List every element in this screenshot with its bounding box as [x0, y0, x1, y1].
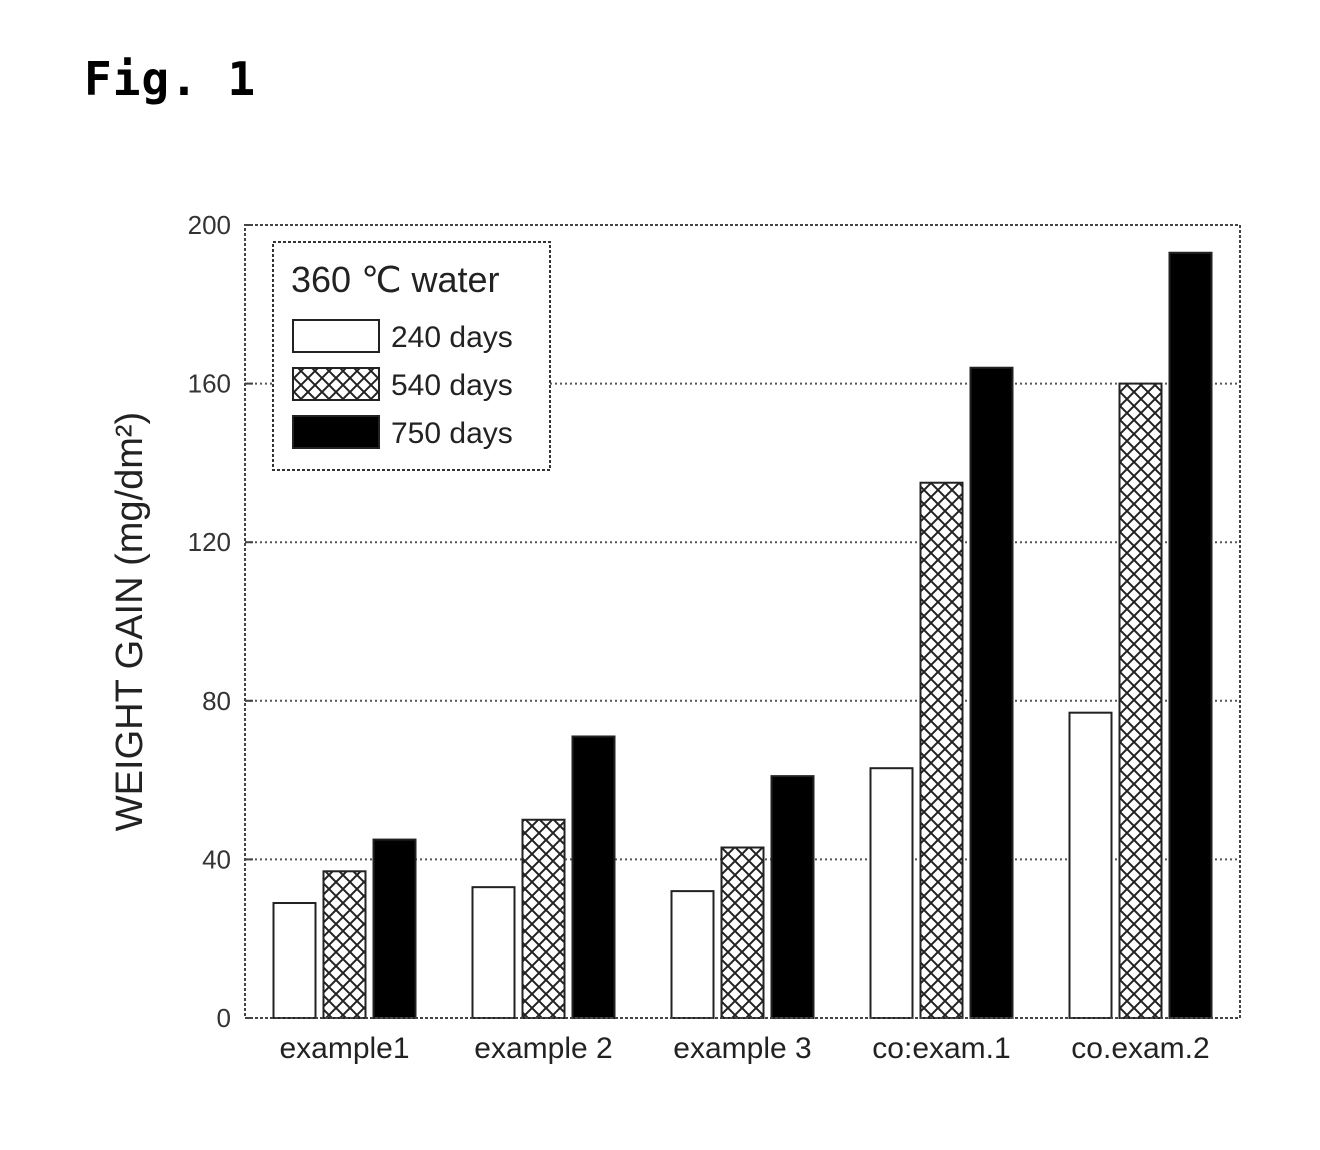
legend-swatch — [293, 368, 379, 400]
y-axis-label: WEIGHT GAIN (mg/dm²) — [109, 412, 151, 831]
legend-swatch — [293, 416, 379, 448]
bar-540-days-1 — [523, 820, 565, 1018]
bar-240-days-0 — [274, 903, 316, 1018]
bar-240-days-2 — [672, 891, 714, 1018]
legend-swatch — [293, 320, 379, 352]
x-category-label: co.exam.2 — [1071, 1032, 1209, 1065]
legend-title: 360 ℃ water — [291, 259, 500, 300]
y-tick-label: 80 — [202, 686, 231, 716]
x-category-label: co:exam.1 — [872, 1032, 1010, 1065]
x-category-label: example 2 — [474, 1032, 612, 1065]
bar-240-days-1 — [473, 887, 515, 1018]
bar-750-days-2 — [772, 776, 814, 1018]
bar-750-days-3 — [971, 368, 1013, 1018]
x-axis-categories: example1 example 2 example 3 co:exam.1 co.ex… — [279, 1032, 1209, 1065]
y-tick-label: 40 — [202, 844, 231, 874]
y-tick-label: 160 — [188, 369, 231, 399]
bar-240-days-4 — [1070, 713, 1112, 1018]
y-axis-ticks: 0 40 80 120 160 200 — [188, 210, 253, 1033]
legend-entry-label: 240 days — [391, 321, 513, 354]
bar-750-days-0 — [374, 840, 416, 1018]
y-tick-label: 120 — [188, 527, 231, 557]
bar-chart: 0 40 80 120 160 200 example1 example 2 example … — [0, 0, 1320, 1150]
bar-240-days-3 — [871, 768, 913, 1018]
x-category-label: example 3 — [673, 1032, 811, 1065]
bar-750-days-4 — [1170, 253, 1212, 1018]
y-tick-label: 0 — [217, 1003, 231, 1033]
bar-540-days-2 — [722, 848, 764, 1018]
bar-540-days-0 — [324, 871, 366, 1018]
legend-entry-label: 540 days — [391, 369, 513, 402]
x-category-label: example1 — [279, 1032, 409, 1065]
legend-entry-label: 750 days — [391, 417, 513, 450]
bar-750-days-1 — [573, 736, 615, 1018]
bar-540-days-3 — [921, 483, 963, 1018]
bar-540-days-4 — [1120, 384, 1162, 1018]
y-tick-label: 200 — [188, 210, 231, 240]
legend: 360 ℃ water 240 days 540 days 750 days — [273, 242, 550, 470]
